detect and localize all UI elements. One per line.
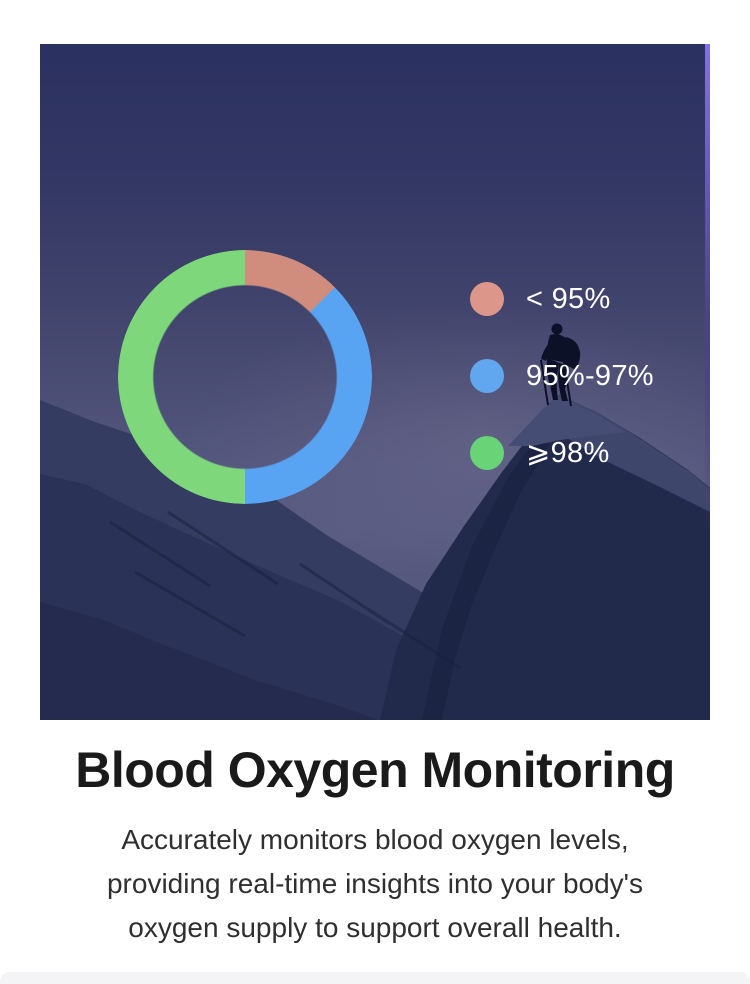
summit-snow [508, 396, 626, 446]
legend-item: 95%-97% [470, 359, 654, 393]
rock-streaks [109, 510, 461, 670]
legend-label: ⩾98% [526, 437, 610, 469]
legend-dot-98-plus [470, 436, 504, 470]
hero-image: < 95% 95%-97% ⩾98% [40, 44, 710, 720]
spo2-donut-chart [118, 250, 372, 504]
next-section-divider [0, 972, 750, 984]
page-title: Blood Oxygen Monitoring [75, 742, 675, 798]
legend-dot-below-95 [470, 282, 504, 316]
legend-dot-95-97 [470, 359, 504, 393]
feature-description: Accurately monitors blood oxygen levels,… [106, 824, 644, 943]
right-mountain-peak [380, 395, 710, 720]
foreground-slope [40, 602, 378, 720]
rock-shading [422, 434, 550, 720]
legend-item: ⩾98% [470, 436, 654, 470]
legend-label: < 95% [526, 283, 611, 315]
chart-legend: < 95% 95%-97% ⩾98% [470, 282, 654, 470]
hero-right-edge-artifact [705, 44, 710, 720]
legend-item: < 95% [470, 282, 654, 316]
legend-label: 95%-97% [526, 360, 654, 392]
climber-silhouette [540, 323, 581, 407]
